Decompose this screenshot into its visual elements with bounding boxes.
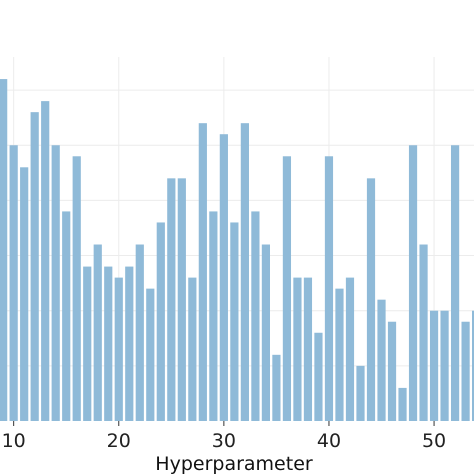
- bar: [41, 101, 50, 421]
- bar: [0, 79, 8, 421]
- bar: [51, 145, 60, 421]
- bar: [314, 332, 323, 421]
- bar: [450, 145, 460, 421]
- bar: [419, 244, 428, 421]
- bar: [303, 277, 313, 421]
- bar: [188, 277, 197, 421]
- bar: [251, 211, 260, 421]
- bar: [408, 145, 418, 421]
- x-tick-label: 20: [107, 430, 131, 452]
- x-tick-label: 30: [212, 430, 236, 452]
- bar: [104, 266, 113, 421]
- bar: [9, 145, 18, 421]
- bar: [72, 156, 81, 422]
- bar: [219, 134, 228, 421]
- bar: [387, 321, 397, 421]
- bar: [135, 244, 144, 421]
- bar: [167, 178, 176, 421]
- bar: [146, 288, 155, 421]
- bar: [335, 288, 344, 421]
- bar: [398, 387, 407, 421]
- bar: [156, 222, 165, 421]
- x-ticks: 10 20 30 40 50: [2, 421, 446, 452]
- bar: [230, 222, 239, 421]
- bar: [125, 266, 134, 421]
- bar: [209, 211, 218, 421]
- bar: [261, 244, 271, 421]
- bar: [30, 112, 39, 421]
- bar: [377, 299, 386, 421]
- x-axis-title: Hyperparameter: [155, 453, 313, 474]
- x-tick-label: 10: [2, 430, 26, 452]
- bar: [62, 211, 71, 421]
- bar: [20, 167, 29, 421]
- bar: [345, 277, 355, 421]
- bar: [440, 310, 449, 421]
- bar: [282, 156, 292, 422]
- bar: [366, 178, 376, 421]
- x-tick-label: 50: [422, 430, 446, 452]
- bar: [177, 178, 186, 421]
- x-tick-label: 40: [317, 430, 341, 452]
- bar: [114, 277, 123, 421]
- bars-layer: [0, 79, 474, 422]
- bar: [93, 244, 102, 421]
- bar: [83, 266, 92, 421]
- bar: [240, 123, 249, 421]
- bar: [356, 365, 365, 421]
- bar: [472, 310, 474, 421]
- bar: [461, 321, 470, 421]
- bar: [198, 123, 207, 421]
- bar: [272, 354, 281, 421]
- bar: [324, 156, 334, 422]
- bar: [293, 277, 302, 421]
- bar: [429, 310, 439, 421]
